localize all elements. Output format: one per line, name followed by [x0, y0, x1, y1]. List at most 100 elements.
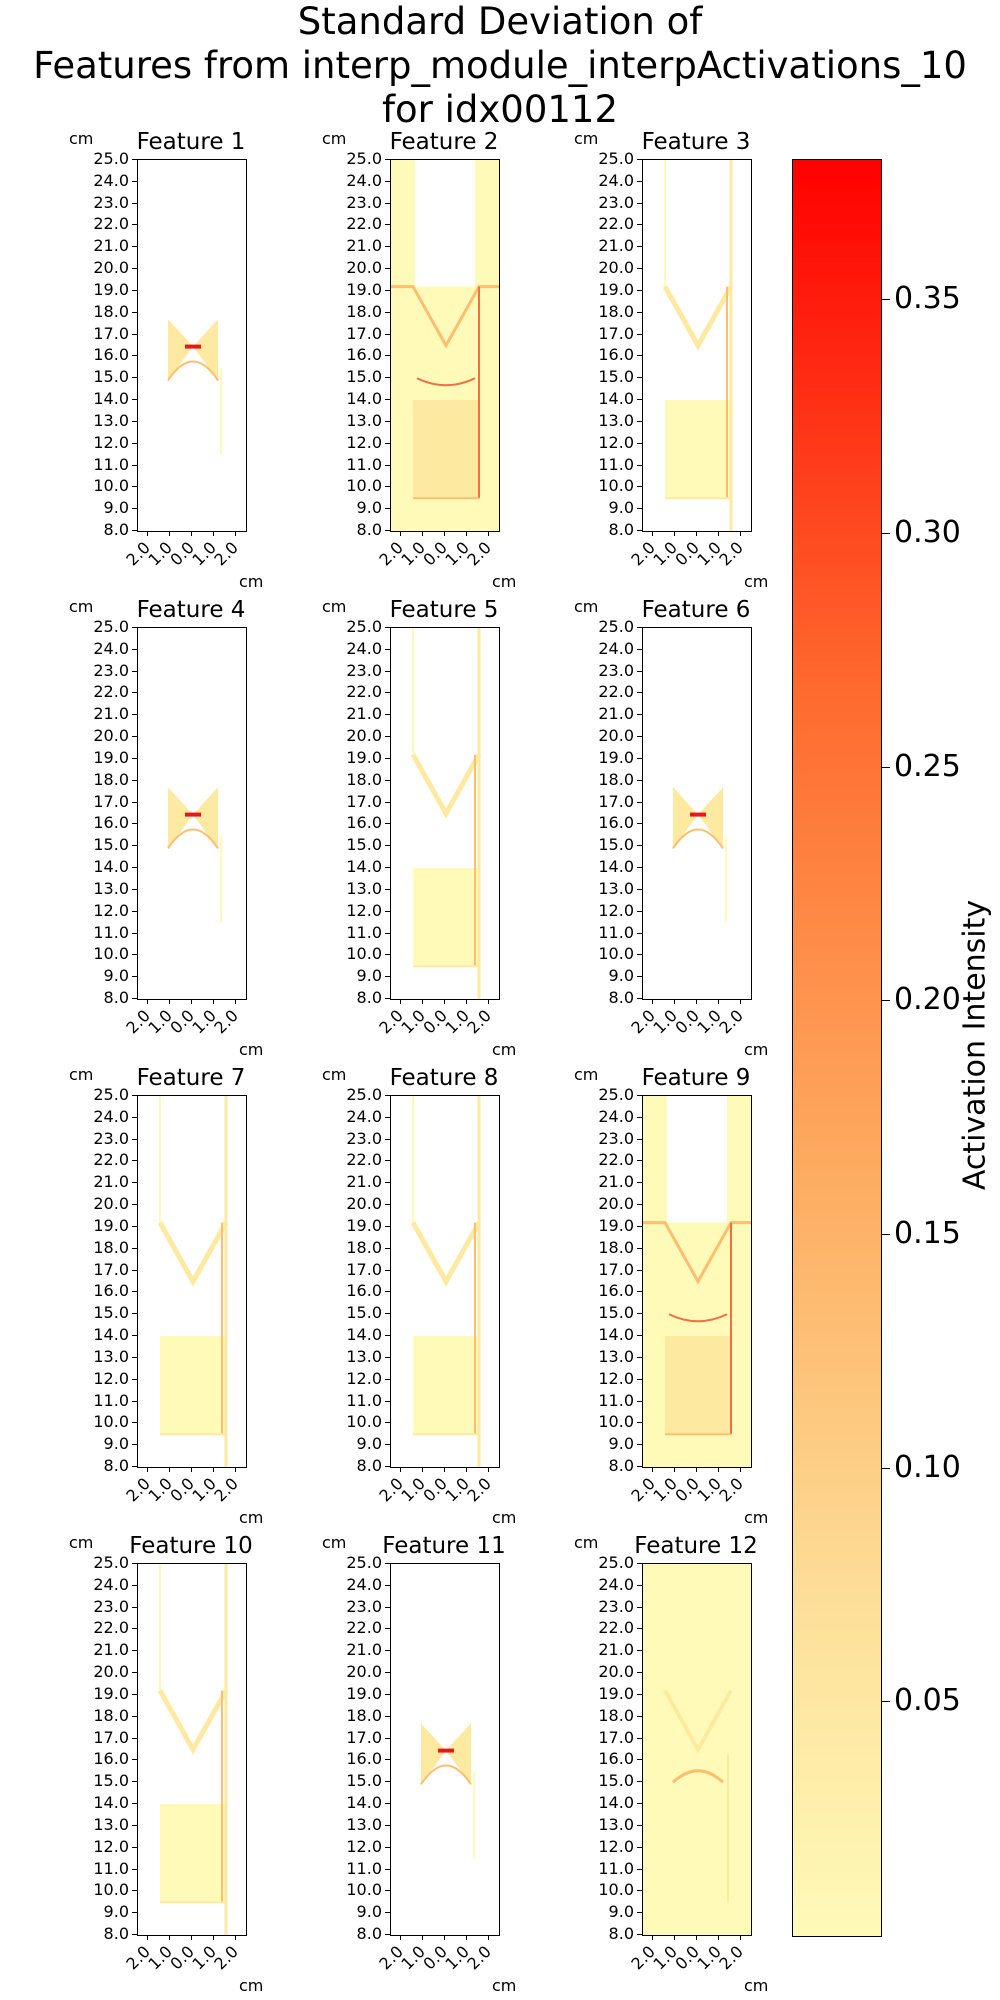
colorbar-tick-label: 0.05: [894, 1683, 961, 1719]
y-tick-mark: [385, 867, 390, 869]
y-tick-mark: [132, 377, 137, 379]
y-tick-mark: [385, 1934, 390, 1935]
y-tick-label: 11.0: [346, 1390, 382, 1410]
y-tick-mark: [385, 311, 390, 313]
heatmap-image: [167, 319, 222, 455]
y-tick-mark: [637, 1313, 642, 1315]
y-tick-label: 23.0: [346, 660, 382, 680]
y-tick-label: 12.0: [598, 432, 634, 452]
colorbar-tick-mark: [882, 1233, 890, 1235]
y-tick-label: 15.0: [598, 367, 634, 387]
x-tick-mark: [422, 1467, 423, 1472]
activation-butterfly: [168, 787, 218, 849]
y-tick-label: 18.0: [346, 769, 382, 789]
x-tick-label: 2.0: [210, 1942, 242, 1974]
y-tick-label: 9.0: [103, 498, 129, 518]
y-tick-mark: [637, 1846, 642, 1848]
y-tick-mark: [637, 1356, 642, 1358]
y-tick-label: 16.0: [93, 813, 129, 833]
x-tick-mark: [674, 531, 675, 536]
x-axis-unit: cm: [744, 572, 769, 591]
x-tick-mark: [652, 1935, 653, 1940]
y-tick-label: 20.0: [598, 1662, 634, 1682]
y-tick-mark: [637, 867, 642, 869]
y-tick-label: 22.0: [93, 1618, 129, 1638]
y-tick-label: 10.0: [598, 944, 634, 964]
y-tick-mark: [637, 486, 642, 488]
chart-title-line-3: for idx00112: [381, 88, 618, 131]
y-tick-mark: [132, 757, 137, 759]
x-tick-mark: [147, 531, 148, 536]
y-tick-label: 13.0: [93, 1346, 129, 1366]
y-tick-label: 14.0: [598, 389, 634, 409]
y-tick-mark: [385, 1890, 390, 1892]
y-tick-label: 12.0: [93, 1836, 129, 1856]
y-tick-label: 14.0: [598, 1793, 634, 1813]
y-tick-label: 19.0: [93, 1215, 129, 1235]
x-tick-mark: [444, 531, 445, 536]
y-tick-mark: [132, 1095, 137, 1096]
y-tick-mark: [132, 1824, 137, 1826]
x-axis-unit: cm: [492, 1508, 517, 1527]
y-tick-mark: [637, 289, 642, 291]
y-tick-label: 23.0: [346, 1128, 382, 1148]
x-tick-mark: [674, 999, 675, 1004]
activation-arc: [416, 377, 476, 387]
y-tick-mark: [385, 910, 390, 912]
y-tick-mark: [637, 1715, 642, 1717]
y-tick-label: 22.0: [346, 214, 382, 234]
y-tick-mark: [637, 627, 642, 628]
y-tick-label: 21.0: [346, 1640, 382, 1660]
colorbar-tick-mark: [882, 1000, 890, 1002]
y-tick-mark: [385, 976, 390, 978]
y-tick-mark: [132, 692, 137, 694]
activation-torso: [413, 400, 479, 499]
x-tick-mark: [147, 999, 148, 1004]
y-tick-mark: [637, 1781, 642, 1783]
x-tick-mark: [696, 1935, 697, 1940]
y-tick-label: 15.0: [346, 1303, 382, 1323]
y-tick-label: 12.0: [93, 900, 129, 920]
x-tick-mark: [235, 531, 236, 536]
y-tick-mark: [132, 1291, 137, 1293]
y-tick-mark: [385, 530, 390, 531]
activation-torso: [665, 1336, 731, 1435]
y-tick-mark: [132, 355, 137, 357]
y-tick-label: 11.0: [93, 922, 129, 942]
heatmap-image: [167, 787, 222, 923]
x-tick-mark: [169, 1467, 170, 1472]
y-tick-label: 12.0: [598, 900, 634, 920]
y-tick-label: 25.0: [598, 617, 634, 636]
y-tick-label: 17.0: [93, 1727, 129, 1747]
y-tick-label: 19.0: [346, 1215, 382, 1235]
y-tick-label: 10.0: [346, 476, 382, 496]
y-tick-mark: [385, 1204, 390, 1206]
y-tick-mark: [132, 1934, 137, 1935]
y-tick-label: 9.0: [608, 1902, 634, 1922]
y-tick-mark: [385, 1824, 390, 1826]
y-tick-label: 22.0: [93, 1150, 129, 1170]
y-tick-mark: [385, 508, 390, 510]
colorbar-label: Activation Intensity: [957, 899, 993, 1191]
panel-title: Feature 2: [389, 129, 499, 155]
y-tick-label: 9.0: [356, 498, 382, 518]
y-tick-mark: [637, 333, 642, 335]
x-axis-unit: cm: [492, 1040, 517, 1059]
y-tick-mark: [385, 1247, 390, 1249]
y-tick-label: 13.0: [598, 410, 634, 430]
y-tick-label: 21.0: [93, 236, 129, 256]
x-tick-label: 2.0: [463, 1474, 495, 1506]
y-tick-label: 23.0: [598, 1596, 634, 1616]
y-tick-mark: [385, 1803, 390, 1805]
panel-title: Feature 9: [641, 1065, 751, 1091]
y-tick-label: 16.0: [346, 345, 382, 365]
y-tick-mark: [132, 714, 137, 716]
y-tick-label: 12.0: [346, 1836, 382, 1856]
y-tick-mark: [385, 801, 390, 803]
y-tick-mark: [385, 779, 390, 781]
y-tick-label: 14.0: [93, 1793, 129, 1813]
y-tick-label: 8.0: [608, 520, 634, 539]
y-tick-mark: [637, 1824, 642, 1826]
chart-title: Standard Deviation of Features from inte…: [0, 0, 1000, 132]
y-tick-label: 20.0: [93, 726, 129, 746]
